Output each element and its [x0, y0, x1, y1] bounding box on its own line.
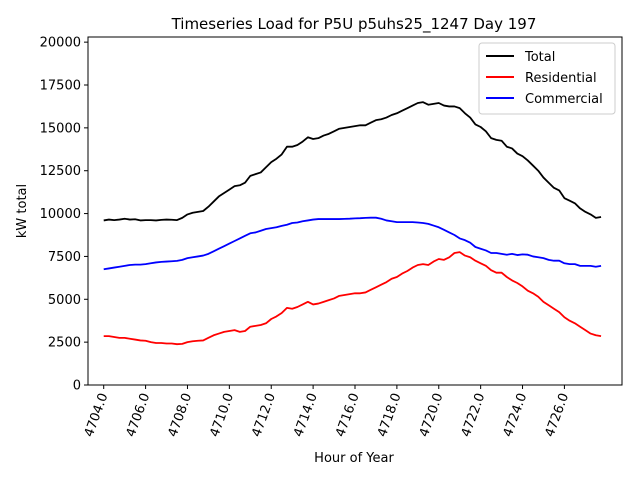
x-tick-label: 4712.0	[249, 391, 279, 439]
legend-label-commercial: Commercial	[525, 92, 603, 107]
x-tick-label: 4718.0	[375, 391, 405, 439]
y-axis-label: kW total	[15, 184, 30, 238]
y-tick-label: 15000	[40, 121, 81, 136]
x-tick-label: 4720.0	[417, 391, 447, 439]
y-tick-label: 10000	[40, 207, 81, 222]
x-tick-label: 4714.0	[291, 391, 321, 439]
y-tick-label: 5000	[48, 293, 81, 308]
x-tick-label: 4716.0	[333, 391, 363, 439]
legend: Total Residential Commercial	[478, 42, 616, 115]
chart-title: Timeseries Load for P5U p5uhs25_1247 Day…	[171, 15, 537, 34]
y-tick-label: 0	[73, 379, 81, 394]
y-tick-label: 7500	[48, 250, 81, 265]
y-tick-label: 2500	[48, 336, 81, 351]
x-tick-label: 4722.0	[459, 391, 489, 439]
y-tick-label: 12500	[40, 164, 81, 179]
legend-label-total: Total	[524, 50, 555, 65]
x-tick-label: 4708.0	[166, 391, 196, 439]
y-tick-label: 20000	[40, 36, 81, 51]
x-tick-label: 4706.0	[124, 391, 154, 439]
x-axis-label: Hour of Year	[314, 451, 394, 466]
y-tick-label: 17500	[40, 79, 81, 94]
x-tick-label: 4704.0	[82, 391, 112, 439]
legend-label-residential: Residential	[525, 71, 597, 86]
x-tick-label: 4710.0	[207, 391, 237, 439]
x-tick-label: 4726.0	[543, 391, 573, 439]
series-line-total	[103, 101, 602, 222]
x-tick-label: 4724.0	[501, 391, 531, 439]
series-line-commercial	[103, 216, 602, 271]
series-line-residential	[103, 251, 602, 346]
legend-box	[478, 42, 616, 115]
